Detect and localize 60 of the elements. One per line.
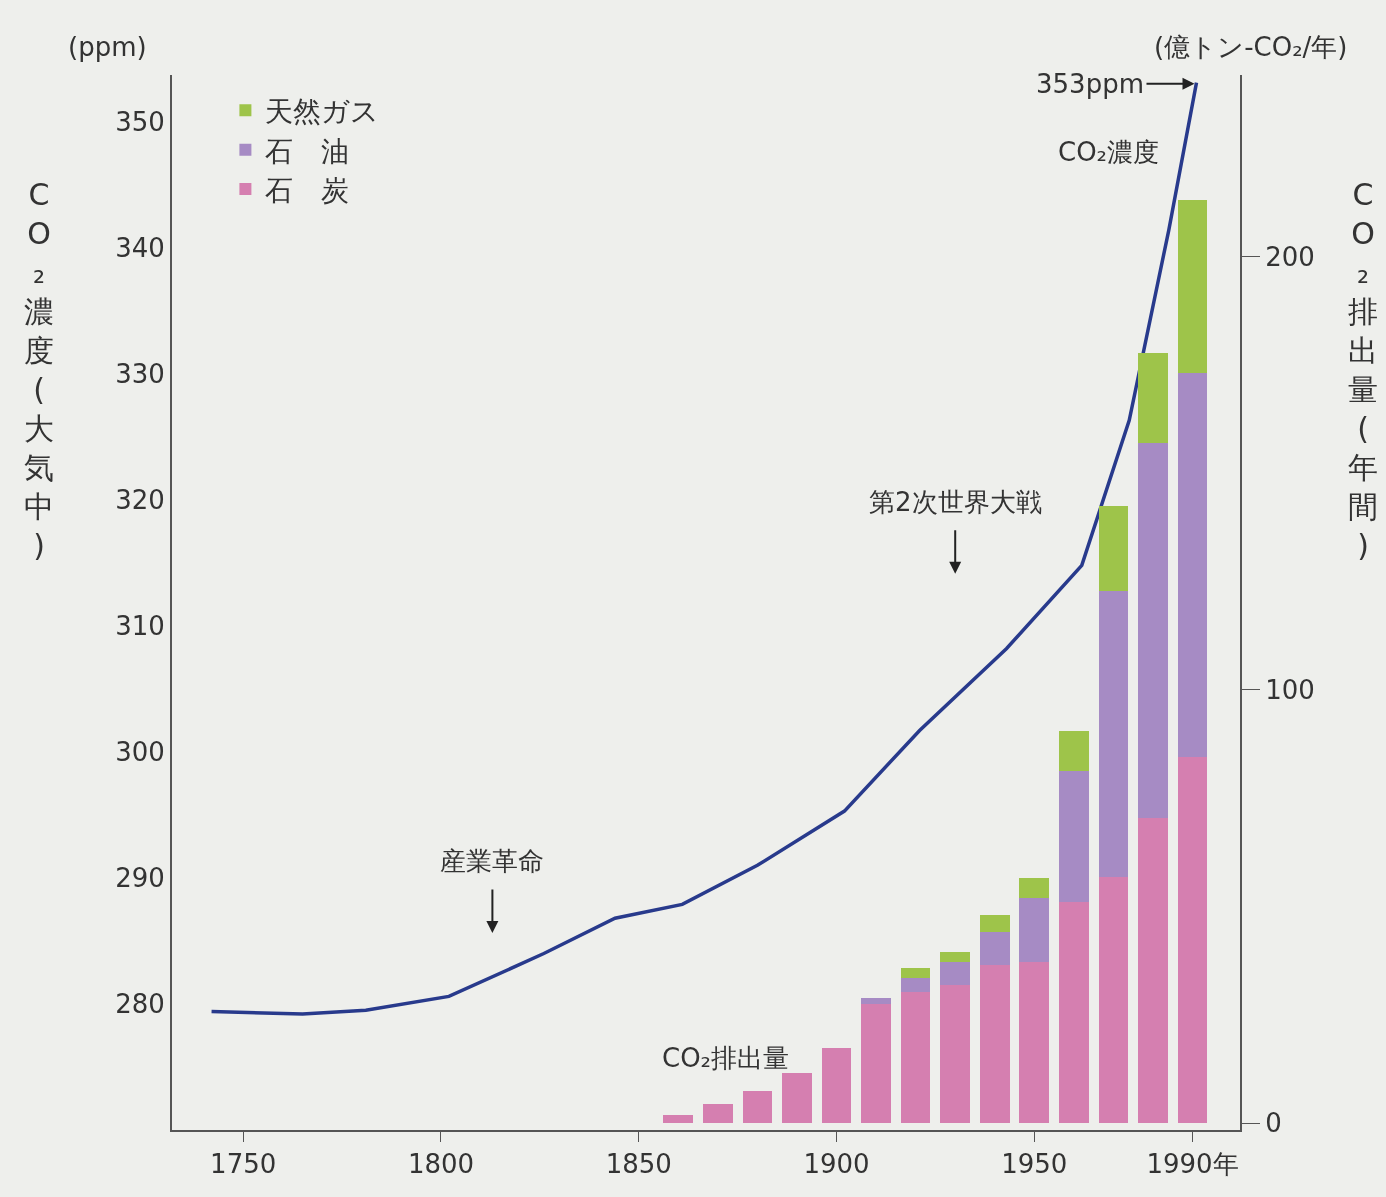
- y2-tick-label: 100: [1265, 675, 1315, 706]
- x-tick-label: 1900: [803, 1149, 870, 1180]
- bar: [1099, 877, 1128, 1123]
- y-tick-label: 350: [115, 106, 165, 137]
- y2-tick-label: 200: [1265, 242, 1315, 272]
- bar: [940, 962, 970, 985]
- bar: [861, 1004, 891, 1123]
- y2-tick-label: 0: [1265, 1108, 1282, 1139]
- bar: [1138, 818, 1168, 1123]
- legend-label: 石 炭: [265, 173, 350, 207]
- y-tick-label: 300: [115, 736, 165, 767]
- annotation: 第2次世界大戦: [869, 487, 1042, 517]
- y-tick-label: 310: [115, 610, 165, 641]
- bar: [861, 998, 891, 1004]
- bar: [940, 952, 970, 962]
- bar: [663, 1115, 693, 1123]
- x-tick-label: 1950: [1001, 1149, 1068, 1180]
- bar: [1178, 200, 1207, 373]
- annotation: CO₂排出量: [662, 1043, 790, 1073]
- bar: [782, 1073, 812, 1123]
- text: (ppm): [68, 32, 147, 62]
- bar: [1138, 353, 1168, 443]
- bar: [901, 978, 930, 992]
- bar: [1059, 731, 1089, 771]
- x-tick-label: 1850: [605, 1149, 672, 1180]
- bar: [1019, 898, 1049, 962]
- bar: [1019, 878, 1049, 898]
- bar: [980, 932, 1010, 965]
- y-tick-label: 280: [115, 989, 165, 1020]
- y-tick-label: 320: [115, 484, 165, 515]
- bar: [980, 915, 1010, 932]
- y-tick-label: 330: [115, 358, 165, 389]
- bar: [822, 1048, 851, 1123]
- bar: [1099, 506, 1128, 591]
- text: CO₂排出量(年間): [1348, 177, 1378, 563]
- bar: [980, 965, 1010, 1123]
- bar: [901, 968, 930, 978]
- bar: [1059, 771, 1089, 902]
- y-tick-label: 290: [115, 863, 165, 894]
- text: CO₂濃度(大気中): [24, 177, 54, 563]
- text: (億トン-CO₂/年): [1154, 32, 1348, 62]
- bar: [1059, 902, 1089, 1123]
- annotation: 353ppm: [1036, 69, 1144, 99]
- bar: [1178, 373, 1207, 757]
- bar: [940, 985, 970, 1123]
- x-tick-label: 1990年: [1146, 1149, 1239, 1180]
- legend-label: 天然ガス: [265, 95, 380, 129]
- bar: [1178, 757, 1207, 1123]
- x-tick-label: 1800: [407, 1149, 475, 1180]
- bar: [703, 1104, 733, 1123]
- bar: [1138, 443, 1168, 818]
- annotation: 産業革命: [440, 846, 544, 876]
- legend-label: 石 油: [265, 134, 350, 168]
- x-tick-label: 1750: [210, 1149, 277, 1180]
- bar: [1099, 591, 1128, 877]
- series-label: CO₂濃度: [1058, 137, 1160, 167]
- bar: [901, 992, 930, 1123]
- bar: [1019, 962, 1049, 1123]
- y-tick-label: 340: [115, 232, 165, 263]
- bar: [743, 1091, 772, 1123]
